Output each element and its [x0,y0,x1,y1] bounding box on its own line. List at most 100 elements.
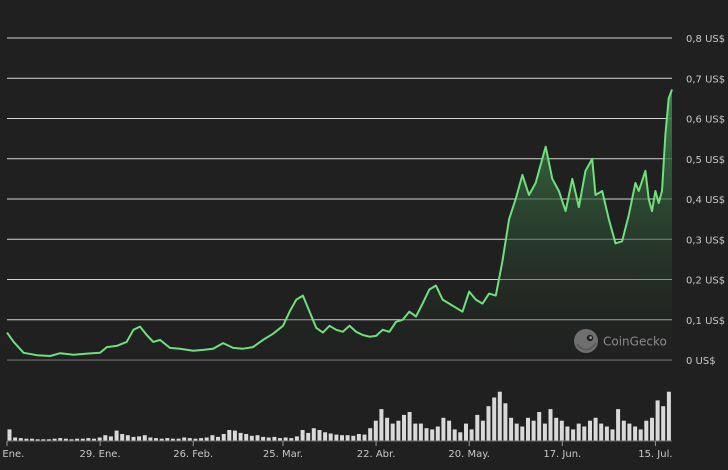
volume-bar [542,423,547,441]
x-tick-label: 25. Mar. [263,449,303,460]
volume-bar [441,417,446,441]
volume-bar [182,437,187,441]
y-tick-label: 0 US$ [686,356,716,367]
volume-bar [435,426,440,441]
gecko-logo-icon [574,329,598,353]
volume-bar [30,438,34,441]
y-tick-label: 0,6 US$ [686,115,725,126]
volume-bar [633,426,638,441]
volume-bar [661,406,666,441]
volume-bar [232,430,237,441]
x-axis-ticks: 1. Ene. 29. Ene. 26. Feb. 25. Mar. 22. Abr. 2… [0,441,673,460]
volume-bar [385,417,390,441]
volume-bar [413,423,418,441]
volume-bar [75,438,80,441]
volume-bar [328,433,333,441]
volume-bar [509,417,514,441]
x-tick-label: 15. Jul. [638,449,672,460]
volume-bar [216,436,220,441]
volume-bar [368,428,373,441]
volume-bar [97,437,102,441]
volume-bar [390,423,395,441]
volume-bar [593,417,598,441]
volume-bars [7,391,671,441]
volume-bar [238,432,243,441]
volume-bar [86,438,91,441]
volume-bar [283,437,288,441]
y-tick-label: 0,2 US$ [686,276,725,287]
x-tick-label: 20. May. [448,449,490,460]
price-area [7,89,672,360]
volume-bar [458,432,463,441]
volume-bar [137,436,142,441]
price-line[interactable] [6,89,673,357]
volume-bar [402,414,406,441]
volume-bar [503,403,508,441]
volume-bar [80,438,85,441]
volume-bar [294,436,299,441]
y-axis-ticks: 0 US$ 0,1 US$ 0,2 US$ 0,3 US$ 0,4 US$ 0,5 US$… [686,34,725,367]
volume-bar [13,437,18,441]
volume-bar [526,417,530,441]
volume-bar [142,435,147,441]
volume-bar [187,438,192,441]
volume-bar [351,435,356,441]
volume-bar [480,420,485,441]
volume-bar [616,409,621,441]
volume-bar [108,436,113,441]
volume-bar [452,429,457,441]
volume-bar [447,420,452,441]
volume-bar [497,391,502,441]
watermark-text: CoinGecko [603,335,667,349]
volume-bar [469,429,474,441]
volume-bar [345,435,350,441]
volume-bar [154,438,158,441]
volume-bar [340,435,344,441]
volume-bar [210,435,215,441]
volume-bar [103,435,108,441]
volume-bar [650,417,654,441]
volume-bar [227,430,232,441]
volume-bar [199,438,204,441]
volume-bar [244,434,249,441]
volume-bar [272,436,277,441]
volume-bar [306,432,311,441]
volume-bar [565,426,570,441]
volume-bar [492,397,497,441]
volume-bar [148,437,153,441]
volume-bar [548,409,553,441]
volume-bar [571,429,576,441]
x-tick-label: 26. Feb. [173,449,213,460]
volume-bar [666,391,671,441]
x-tick-label: 1. Ene. [0,449,24,460]
volume-bar [323,432,328,441]
y-tick-label: 0,7 US$ [686,74,725,85]
volume-bar [18,438,23,441]
y-tick-label: 0,1 US$ [686,316,725,327]
volume-bar [289,438,294,441]
volume-bar [407,412,412,441]
volume-bar [621,420,626,441]
volume-bar [35,439,40,441]
volume-bar [582,426,587,441]
volume-bar [300,430,305,441]
y-tick-label: 0,4 US$ [686,195,725,206]
x-tick-label: 22. Abr. [357,449,396,460]
volume-bar [486,406,491,441]
volume-bar [334,434,339,441]
volume-bar [514,423,519,441]
volume-bar [638,429,643,441]
volume-bar [46,439,51,441]
volume-bar [537,412,542,441]
x-tick-label: 29. Ene. [80,449,121,460]
volume-bar [418,423,423,441]
volume-bar [92,438,96,441]
volume-bar [255,435,260,441]
volume-bar [176,438,181,441]
volume-bar [588,420,592,441]
coingecko-watermark: CoinGecko [574,329,667,353]
volume-bar [610,429,615,441]
volume-bar [249,435,254,441]
